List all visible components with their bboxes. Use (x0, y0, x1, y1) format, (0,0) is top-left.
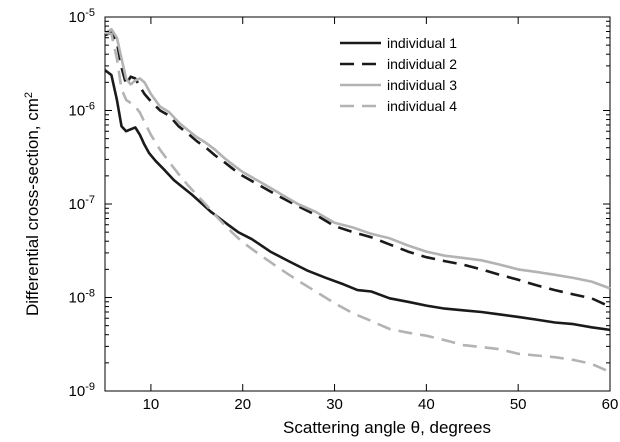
y-axis-label-superscript: 2 (23, 92, 35, 98)
y-axis-ticks: 10-9 10-8 10-7 10-6 10-5 (69, 7, 610, 400)
legend-label-2: individual 2 (387, 56, 457, 72)
series-line-3 (104, 27, 611, 290)
y-tick-label: 10-6 (69, 101, 95, 120)
y-tick-label: 10-5 (69, 7, 95, 26)
x-tick-label: 30 (326, 396, 343, 413)
y-axis-label: Differential cross-section, cm2 (23, 92, 42, 316)
y-tick-label: 10-9 (69, 381, 95, 400)
x-axis-label: Scattering angle θ, degrees (283, 418, 491, 437)
series-group (104, 27, 611, 374)
legend-label-4: individual 4 (387, 98, 457, 114)
series-line-4 (104, 31, 611, 374)
x-tick-label: 40 (418, 396, 435, 413)
y-tick-label: 10-8 (69, 288, 95, 307)
legend: individual 1 individual 2 individual 3 indi… (340, 35, 457, 114)
legend-label-3: individual 3 (387, 77, 457, 93)
plot-area (104, 16, 611, 392)
x-tick-label: 50 (510, 396, 527, 413)
plot-frame (104, 16, 611, 392)
y-tick-label: 10-7 (69, 194, 95, 213)
x-tick-label: 60 (602, 396, 619, 413)
legend-label-1: individual 1 (387, 35, 457, 51)
x-tick-label: 10 (143, 396, 160, 413)
x-axis-ticks: 10 20 30 40 50 60 (143, 17, 619, 413)
series-line-1 (104, 69, 611, 332)
series-line-2 (104, 31, 611, 308)
x-tick-label: 20 (234, 396, 251, 413)
